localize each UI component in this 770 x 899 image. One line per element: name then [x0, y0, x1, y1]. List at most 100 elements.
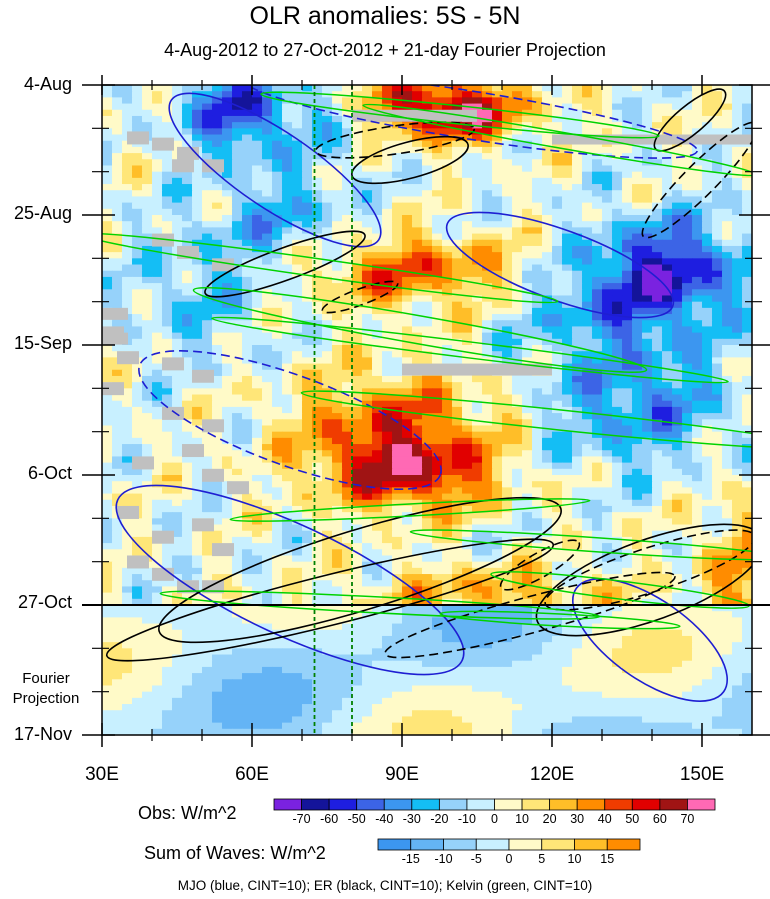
heatmap-cell [392, 549, 403, 557]
heatmap-cell [422, 252, 433, 259]
heatmap-cell [582, 171, 593, 179]
heatmap-cell [522, 400, 533, 408]
heatmap-cell [692, 475, 703, 482]
heatmap-cell [652, 425, 663, 433]
heatmap-cell [292, 450, 303, 458]
heatmap-cell [392, 468, 403, 476]
heatmap-cell [302, 215, 313, 222]
heatmap-cell [572, 190, 583, 198]
heatmap-cell [582, 394, 593, 402]
heatmap-cell [582, 283, 593, 290]
heatmap-cell [352, 388, 363, 396]
heatmap-cell [712, 177, 723, 185]
heatmap-cell [702, 264, 713, 272]
heatmap-cell [372, 208, 383, 216]
heatmap-cell [542, 462, 553, 470]
heatmap-cell [572, 369, 583, 377]
heatmap-cell [682, 221, 693, 228]
heatmap-cell [482, 481, 493, 488]
heatmap-cell [422, 190, 433, 198]
heatmap-cell [162, 258, 173, 266]
heatmap-cell [552, 493, 563, 501]
heatmap-cell [112, 413, 123, 420]
heatmap-cell [432, 245, 443, 253]
heatmap-cell [672, 289, 683, 297]
heatmap-cell [302, 289, 313, 297]
heatmap-cell [442, 450, 453, 458]
heatmap-cell [672, 363, 683, 371]
heatmap-cell [202, 307, 213, 315]
heatmap-cell [422, 221, 433, 228]
heatmap-cell [502, 184, 513, 191]
heatmap-cell [722, 530, 733, 538]
heatmap-cell [382, 369, 393, 377]
heatmap-cell [462, 456, 473, 464]
heatmap-cell [322, 233, 333, 241]
heatmap-cell [682, 159, 693, 167]
heatmap-cell [332, 103, 343, 111]
heatmap-cell [602, 159, 613, 167]
heatmap-cell [662, 400, 673, 408]
heatmap-cell [362, 270, 373, 278]
heatmap-cell [742, 332, 752, 340]
heatmap-cell [582, 382, 593, 389]
heatmap-cell [202, 543, 213, 550]
heatmap-cell [542, 165, 553, 173]
heatmap-cell [292, 171, 303, 179]
heatmap-cell [672, 450, 683, 458]
heatmap-cell [262, 171, 273, 179]
heatmap-cell [522, 177, 533, 185]
heatmap-cell [192, 215, 203, 222]
heatmap-cell [382, 295, 393, 303]
heatmap-cell [182, 400, 193, 408]
heatmap-cell [472, 171, 483, 179]
heatmap-cell [272, 512, 283, 519]
heatmap-cell [742, 382, 752, 389]
heatmap-cell [402, 400, 413, 408]
heatmap-cell [262, 295, 273, 303]
heatmap-cell [262, 208, 273, 216]
heatmap-cell [372, 431, 383, 439]
heatmap-cell [432, 140, 443, 148]
heatmap-cell [392, 171, 403, 179]
heatmap-cell [682, 462, 693, 470]
heatmap-cell [552, 518, 563, 526]
heatmap-cell [312, 555, 323, 563]
heatmap-cell [582, 524, 593, 532]
heatmap-cell [102, 413, 113, 420]
heatmap-cell [472, 499, 483, 507]
heatmap-cell [472, 153, 483, 160]
heatmap-cell [402, 295, 413, 303]
heatmap-cell [272, 283, 283, 290]
heatmap-cell [252, 103, 263, 111]
heatmap-cell [372, 184, 383, 191]
heatmap-cell [552, 215, 563, 222]
heatmap-cell [392, 357, 403, 365]
heatmap-cell [512, 171, 523, 179]
heatmap-cell [512, 475, 523, 482]
heatmap-cell [652, 233, 663, 241]
heatmap-cell [382, 345, 393, 352]
heatmap-cell [482, 406, 493, 414]
heatmap-cell [152, 109, 163, 117]
heatmap-cell [732, 388, 743, 396]
heatmap-cell [162, 338, 173, 346]
heatmap-cell [112, 320, 123, 328]
heatmap-cell [572, 128, 583, 136]
heatmap-cell [142, 190, 153, 198]
heatmap-cell [312, 85, 323, 92]
heatmap-cell [112, 184, 123, 191]
heatmap-cell [272, 487, 283, 495]
heatmap-cell [102, 171, 113, 179]
heatmap-cell [432, 493, 443, 501]
heatmap-cell [352, 85, 363, 92]
heatmap-cell [482, 159, 493, 167]
heatmap-cell [292, 394, 303, 402]
heatmap-cell [252, 227, 263, 235]
heatmap-cell [512, 375, 523, 383]
heatmap-cell [172, 524, 183, 532]
heatmap-cell [372, 103, 383, 111]
heatmap-cell [282, 419, 293, 427]
heatmap-cell [352, 165, 363, 173]
heatmap-cell [192, 462, 203, 470]
